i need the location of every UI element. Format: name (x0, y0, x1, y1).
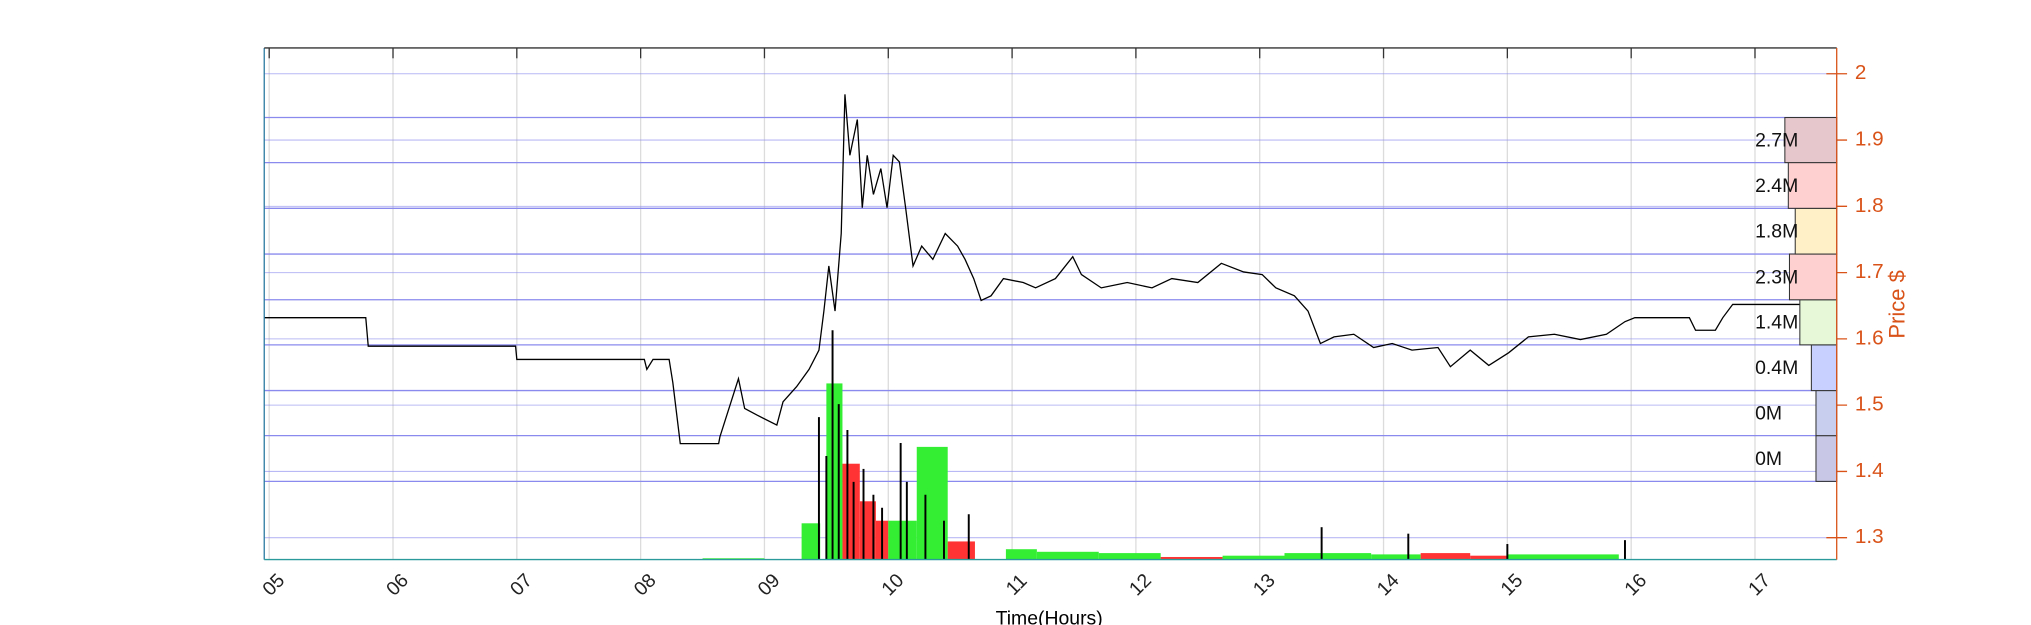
profile-label: 1.4M (1755, 312, 1798, 334)
profile-label: 1.8M (1755, 221, 1798, 243)
x-axis-label: Time(Hours) (996, 607, 1103, 625)
profile-label: 0M (1755, 403, 1782, 425)
y-tick-label: 1.9 (1855, 128, 1884, 151)
y-tick-label: 1.5 (1855, 393, 1884, 416)
x-tick-label: 06 (382, 569, 413, 600)
volume-bar (1284, 553, 1372, 560)
profile-label: 0.4M (1755, 357, 1798, 379)
x-tick-label: 05 (258, 569, 289, 600)
x-tick-label: 12 (1125, 569, 1156, 600)
volume-bar (842, 463, 860, 560)
y-tick-label: 1.6 (1855, 326, 1884, 349)
price-line (264, 94, 1814, 445)
volume-bar (947, 541, 975, 560)
profile-label: 2.3M (1755, 266, 1798, 288)
volume-bar (1420, 553, 1471, 560)
volume-bar (1036, 551, 1099, 560)
x-tick-label: 13 (1249, 569, 1280, 600)
volume-bar (1507, 554, 1619, 560)
x-tick-label: 07 (506, 569, 537, 600)
x-tick-label: 17 (1744, 569, 1775, 600)
volume-bar (916, 446, 948, 560)
volume-bar (888, 520, 917, 560)
y-tick-label: 1.4 (1855, 459, 1884, 482)
volume-bar (1222, 555, 1285, 560)
profile-bar (1794, 207, 1838, 255)
volume-bar (801, 523, 821, 560)
profile-bar (1799, 299, 1838, 346)
y-tick-label: 1.7 (1855, 260, 1884, 283)
volume-bar (1371, 554, 1421, 560)
x-tick-label: 08 (630, 569, 661, 600)
y-tick-label: 1.8 (1855, 194, 1884, 217)
x-tick-label: 10 (877, 569, 908, 600)
profile-label: 0M (1755, 448, 1782, 470)
profile-bar (1788, 253, 1838, 301)
y-tick-label: 2 (1855, 61, 1867, 84)
y-axis-label: Price $ (1885, 270, 1910, 338)
x-tick-label: 15 (1497, 569, 1528, 600)
profile-bar (1784, 117, 1838, 164)
profile-bar (1815, 435, 1838, 482)
profile-bar (1787, 162, 1838, 209)
volume-bar (1160, 556, 1223, 560)
x-tick-label: 11 (1002, 570, 1032, 600)
x-tick-label: 14 (1373, 569, 1404, 600)
volume-bar (1005, 549, 1037, 560)
x-tick-label: 16 (1620, 569, 1651, 600)
profile-bar (1815, 390, 1838, 437)
x-tick-label: 09 (754, 569, 785, 600)
profile-bar (1810, 344, 1838, 392)
volume-bar (1098, 553, 1161, 560)
volume-bar (1470, 555, 1508, 560)
volume-bar (826, 383, 843, 560)
profile-label: 2.4M (1755, 175, 1798, 197)
y-tick-label: 1.3 (1855, 525, 1884, 548)
profile-label: 2.7M (1755, 129, 1798, 151)
